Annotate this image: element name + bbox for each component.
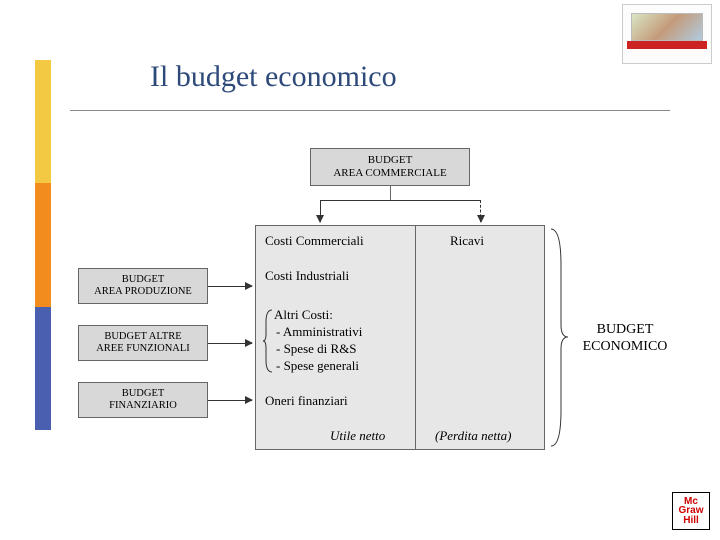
node-budget-commerciale: BUDGET AREA COMMERCIALE [310,148,470,186]
col1-row-2: Altri Costi: [274,307,333,323]
col1-footer: Utile netto [330,428,385,444]
col2-footer: (Perdita netta) [435,428,511,444]
node-budget-funzionali: BUDGET ALTRE AREE FUNZIONALI [78,325,208,361]
col1-row-0: Costi Commerciali [265,233,364,249]
corner-thumbnail [622,4,712,64]
arrow-funzionali [208,343,252,344]
col1-row-6: Oneri finanziari [265,393,348,409]
brace-small [262,308,274,374]
top-stem [390,186,391,200]
sidebar-segment [35,60,51,183]
arrow-finanziario [208,400,252,401]
node-budget-produzione: BUDGET AREA PRODUZIONE [78,268,208,304]
arrow-produzione [208,286,252,287]
node-label: BUDGET ALTRE AREE FUNZIONALI [96,331,190,355]
col2-header: Ricavi [450,233,484,249]
color-sidebar [35,60,51,430]
col1-row-4: - Spese di R&S [276,341,357,357]
output-label-text: BUDGET ECONOMICO [583,322,668,354]
thumbnail-bar [627,41,707,49]
main-box-divider [415,225,416,450]
logo-line-3: Hill [683,516,699,526]
sidebar-segment [35,183,51,306]
node-label: BUDGET FINANZIARIO [109,388,177,412]
arrow-top-to-col1 [320,200,321,222]
title-underline [70,110,670,111]
arrow-top-to-col2-dashed [480,200,481,222]
col1-row-3: - Amministrativi [276,324,362,340]
brace-large [549,225,569,450]
node-label: BUDGET AREA COMMERCIALE [333,154,446,179]
top-hsplit [320,200,480,201]
sidebar-segment [35,307,51,430]
col1-row-5: - Spese generali [276,358,359,374]
col1-row-1: Costi Industriali [265,268,349,284]
node-label: BUDGET AREA PRODUZIONE [94,274,192,298]
thumbnail-image [631,13,703,41]
mcgraw-hill-logo: Mc Graw Hill [672,492,710,530]
output-label: BUDGET ECONOMICO [580,322,670,356]
page-title: Il budget economico [150,60,397,94]
node-budget-finanziario: BUDGET FINANZIARIO [78,382,208,418]
